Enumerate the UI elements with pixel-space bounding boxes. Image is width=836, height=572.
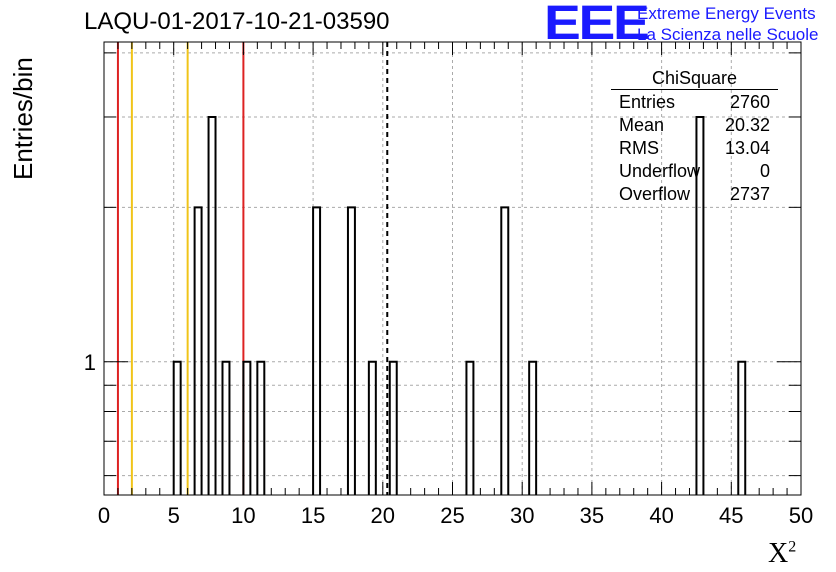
histogram-bar [193,206,203,495]
stats-box-title: ChiSquare [611,67,778,90]
histogram-bar [221,360,231,495]
stats-label: Overflow [619,184,691,204]
histogram-bar [367,360,377,495]
histogram-bar [695,115,705,495]
x-axis-label-sup: 2 [788,538,797,556]
x-tick-label: 45 [719,503,743,528]
histogram-bar [207,115,217,495]
logo-line-1: Extreme Energy Events [637,4,816,23]
y-tick-label: 1 [84,350,96,375]
histogram-bar [172,360,182,495]
stats-row-entries: Entries 2760 [611,91,778,114]
stats-value: 2737 [729,184,770,204]
reference-lines [116,42,389,495]
x-tick-label: 5 [168,503,180,528]
stats-box: ChiSquare Entries 2760 Mean 20.32 RMS 13.04 Un… [611,67,778,206]
x-tick-label: 25 [440,503,464,528]
histogram-bar [346,206,356,495]
stats-value: 0 [759,161,770,181]
x-tick-label: 50 [789,503,813,528]
histogram-bar [465,360,475,495]
x-axis-label-base: X [768,538,789,569]
histogram-bars [172,115,747,495]
y-axis-label: Entries/bin [8,57,38,180]
stats-label: Underflow [619,161,701,181]
stats-row-rms: RMS 13.04 [611,137,778,160]
eee-logo: EEE [544,0,650,50]
stats-label: Entries [619,92,676,112]
logo-line-2: La Scienza nelle Scuole [637,25,819,44]
stats-label: Mean [619,115,665,135]
histogram-bar [242,360,252,495]
x-tick-label: 30 [510,503,534,528]
x-tick-label: 40 [649,503,673,528]
stats-value: 13.04 [724,138,770,158]
axes: 0 5 10 15 20 25 30 35 40 45 50 1 [84,41,813,528]
x-tick-label: 0 [98,503,110,528]
stats-row-mean: Mean 20.32 [611,114,778,137]
x-tick-label: 20 [371,503,395,528]
logo-caption: Extreme Energy Events La Scienza nelle S… [637,3,818,45]
stats-value: 20.32 [724,115,770,135]
histogram-bar [256,360,266,495]
x-axis-label: X2 [768,538,796,570]
x-tick-label: 10 [231,503,255,528]
histogram-bar [528,360,538,495]
chart-title: LAQU-01-2017-10-21-03590 [84,8,390,35]
x-tick-label: 35 [580,503,604,528]
histogram-bar [500,206,510,495]
histogram-bar [737,360,747,495]
stats-value: 2760 [729,92,770,112]
stats-row-underflow: Underflow 0 [611,160,778,183]
stats-row-overflow: Overflow 2737 [611,183,778,206]
x-tick-label: 15 [301,503,325,528]
stats-label: RMS [619,138,659,158]
histogram-bar [312,206,322,495]
histogram-bar [388,360,398,495]
